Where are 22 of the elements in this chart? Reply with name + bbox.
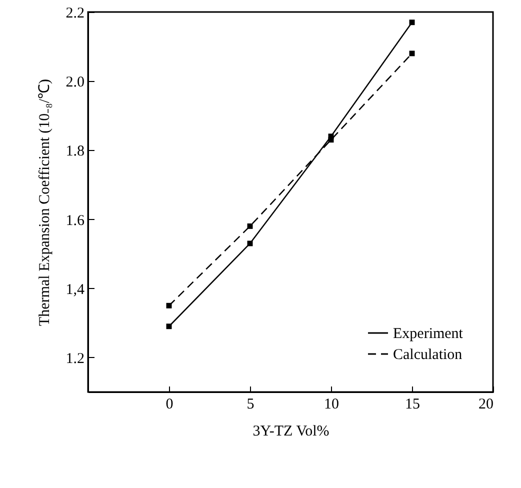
point — [247, 240, 253, 246]
y-tick-label: 1.2 — [66, 350, 84, 367]
point — [328, 137, 334, 143]
legend-label: Calculation — [393, 347, 463, 363]
y-tick-label: 1.6 — [66, 212, 85, 229]
x-tick-label: 10 — [324, 396, 339, 412]
x-tick-label: 20 — [478, 396, 494, 412]
x-axis-title: 3Y-TZ Vol% — [252, 424, 330, 440]
y-tick-label: 2.0 — [66, 74, 84, 91]
y-tick-label: 1,4 — [66, 282, 85, 298]
y-tick-label: 2.2 — [66, 6, 84, 22]
legend-label: Experiment — [393, 326, 464, 342]
x-tick-label: 5 — [246, 396, 254, 412]
point — [166, 324, 172, 330]
y-tick-label: 1.8 — [66, 144, 84, 160]
point — [409, 20, 415, 26]
x-tick-label: 15 — [405, 396, 420, 412]
x-tick-label: 0 — [166, 396, 174, 412]
point — [247, 223, 253, 229]
point — [409, 50, 415, 56]
y-axis-title: Thermal Expansion Coefficient (10₋₈/℃) — [36, 79, 53, 326]
point — [166, 302, 172, 308]
